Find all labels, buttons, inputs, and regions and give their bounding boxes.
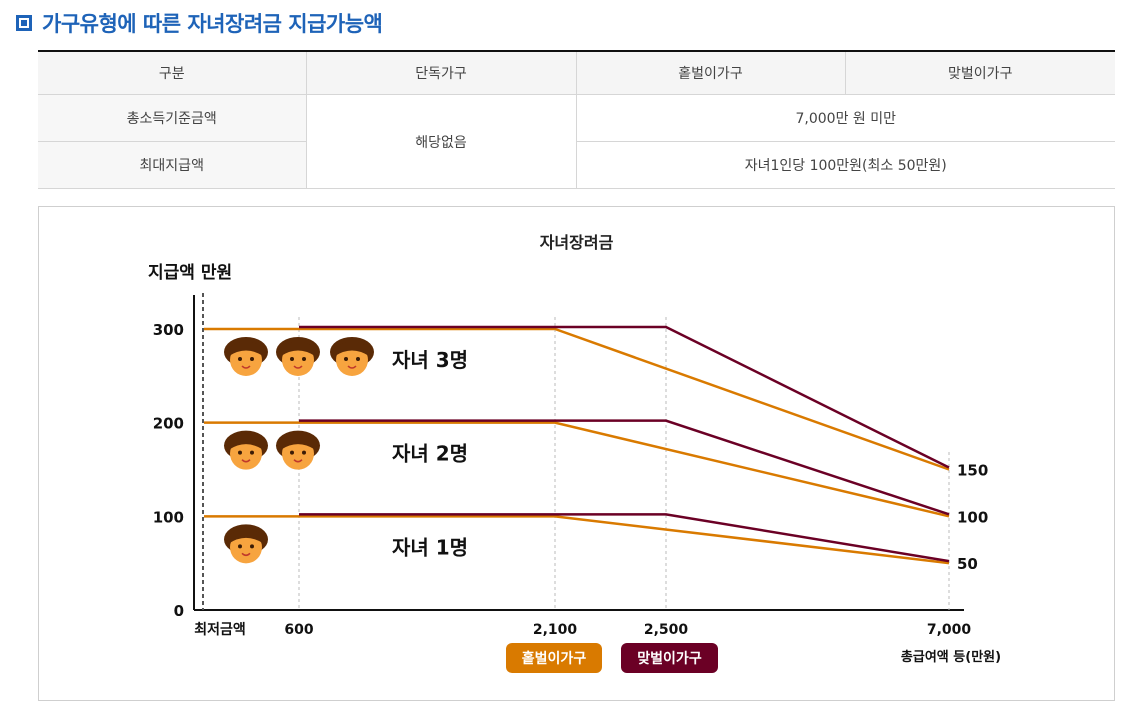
child-mouth xyxy=(241,459,251,463)
single-household-value: 해당없음 xyxy=(305,94,577,189)
child-face-icon xyxy=(336,344,368,376)
child-eye xyxy=(250,357,254,361)
section-heading: 가구유형에 따른 자녀장려금 지급가능액 xyxy=(16,8,383,38)
chart-title: 자녀장려금 xyxy=(539,233,614,252)
dual-earner-line xyxy=(299,513,950,563)
header-single: 단독가구 xyxy=(305,50,577,95)
y-tick-label: 300 xyxy=(153,321,184,339)
y-axis-label: 지급액 만원 xyxy=(148,263,232,283)
x-tick-label: 2,500 xyxy=(644,622,689,638)
child-eye xyxy=(250,544,254,549)
child-mouth xyxy=(347,365,357,369)
header-dual-earner: 맞벌이가구 xyxy=(844,50,1115,95)
square-bullet-icon xyxy=(16,15,32,31)
table-row: 최대지급액 자녀1인당 100만원(최소 50만원) xyxy=(38,141,1115,189)
table-header-row: 구분 단독가구 홑벌이가구 맞벌이가구 xyxy=(38,50,1115,95)
y-tick-label: 0 xyxy=(174,602,184,620)
child-face-icon xyxy=(230,531,262,564)
dual-earner-line xyxy=(299,325,950,469)
group-label: 자녀 1명 xyxy=(392,535,468,559)
x-tick-label: 2,100 xyxy=(533,622,578,638)
chart-container: 자녀장려금 지급액 만원 0 100 200 300 최저금액 600 2,100 2,500 7… xyxy=(38,206,1115,701)
group-label: 자녀 2명 xyxy=(392,442,468,466)
child-eye xyxy=(344,357,348,361)
end-value-label: 50 xyxy=(957,555,978,573)
child-mouth xyxy=(293,459,303,463)
single-earner-line xyxy=(204,421,950,518)
x-tick-label: 7,000 xyxy=(927,622,972,638)
single-earner-line xyxy=(204,327,950,471)
child-face-icon xyxy=(282,437,314,470)
single-earner-line xyxy=(204,515,950,565)
child-mouth xyxy=(241,365,251,369)
child-eye xyxy=(290,357,294,361)
child-face-icon xyxy=(230,344,262,376)
child-mouth xyxy=(241,552,251,557)
end-value-label: 100 xyxy=(957,508,988,526)
row-label-max: 최대지급액 xyxy=(38,141,307,189)
child-bangs xyxy=(229,435,263,450)
group-label: 자녀 3명 xyxy=(392,348,468,372)
row-label-income: 총소득기준금액 xyxy=(38,94,307,142)
child-bangs xyxy=(229,341,263,356)
child-face-icon xyxy=(282,344,314,376)
end-value-label: 150 xyxy=(957,462,988,480)
table-row: 총소득기준금액 해당없음 7,000만 원 미만 xyxy=(38,94,1115,189)
child-bangs xyxy=(281,341,315,356)
child-eye xyxy=(356,357,360,361)
header-category: 구분 xyxy=(38,50,307,95)
page-title: 가구유형에 따른 자녀장려금 지급가능액 xyxy=(42,12,383,36)
child-face-icon xyxy=(230,437,262,470)
legend-dual-earner: 맞벌이가구 xyxy=(621,643,718,673)
income-limit-value: 7,000만 원 미만 xyxy=(575,94,1115,142)
x-axis-label: 총급여액 등(만원) xyxy=(901,649,1001,665)
eligibility-table: 구분 단독가구 홑벌이가구 맞벌이가구 총소득기준금액 해당없음 7,000만 … xyxy=(38,50,1115,189)
dual-earner-line xyxy=(299,419,950,516)
child-bangs xyxy=(335,341,369,356)
y-tick-label: 200 xyxy=(153,415,184,433)
x-tick-label: 600 xyxy=(284,622,313,638)
child-eye xyxy=(250,450,254,455)
child-eye xyxy=(302,357,306,361)
child-bangs xyxy=(229,528,263,544)
x-tick-label: 최저금액 xyxy=(194,621,246,638)
legend-single-earner: 홑벌이가구 xyxy=(506,643,602,673)
child-eye xyxy=(238,357,242,361)
child-eye xyxy=(290,450,294,455)
child-eye xyxy=(302,450,306,455)
child-bangs xyxy=(281,435,315,450)
chart-svg: 지급액 만원 0 100 200 300 최저금액 600 2,100 2,500 7,000 총급… xyxy=(148,263,1001,665)
max-amount-value: 자녀1인당 100만원(최소 50만원) xyxy=(575,141,1115,189)
child-eye xyxy=(238,544,242,549)
child-mouth xyxy=(293,365,303,369)
y-tick-label: 100 xyxy=(153,508,184,526)
child-eye xyxy=(238,450,242,455)
header-single-earner: 홑벌이가구 xyxy=(575,50,846,95)
